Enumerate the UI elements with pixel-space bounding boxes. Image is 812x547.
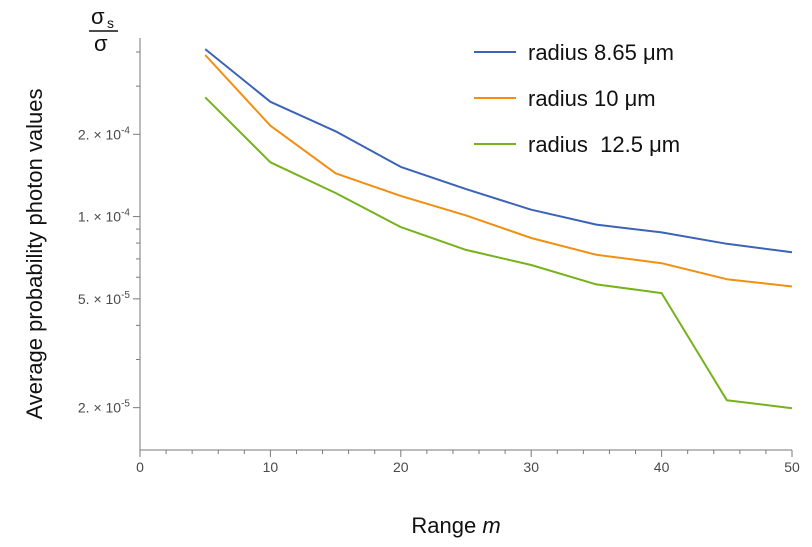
legend-label-1: radius 8.65 μm xyxy=(528,40,674,65)
x-axis-title: Range m xyxy=(411,513,500,538)
x-tick-label: 30 xyxy=(523,459,539,475)
series-lines xyxy=(204,48,793,410)
legend-label-2: radius 10 μm xyxy=(528,86,656,111)
y-tick-label: 2. × 10-5 xyxy=(78,399,131,416)
x-tick-label: 0 xyxy=(136,459,144,475)
series-line-2 xyxy=(204,54,793,288)
ratio-label: σ s σ xyxy=(89,4,118,56)
ratio-denominator: σ xyxy=(94,31,108,56)
axes xyxy=(139,38,792,451)
series-line-3 xyxy=(204,96,793,410)
series-line-1 xyxy=(204,48,793,254)
y-tick-label: 2. × 10-4 xyxy=(78,125,131,142)
y-axis-title: Average probability photon values xyxy=(22,88,47,419)
x-axis-title-text: Range xyxy=(411,513,476,538)
x-tick-label: 40 xyxy=(654,459,670,475)
ticks: 0 10 20 30 40 50 2. × 10-4 1. × 10-4 5. × 10-5 2.… xyxy=(78,51,800,475)
legend-label-3: radius 12.5 μm xyxy=(528,132,680,157)
legend: radius 8.65 μm radius 10 μm radius 12.5 μm xyxy=(474,40,680,157)
y-tick-label: 5. × 10-5 xyxy=(78,290,131,307)
ratio-numerator-subscript: s xyxy=(107,15,114,31)
x-tick-label: 10 xyxy=(263,459,279,475)
x-tick-label: 50 xyxy=(784,459,800,475)
x-axis-title-var: m xyxy=(482,513,500,538)
y-tick-label: 1. × 10-4 xyxy=(78,208,131,225)
ratio-numerator: σ xyxy=(91,4,105,29)
x-tick-label: 20 xyxy=(393,459,409,475)
